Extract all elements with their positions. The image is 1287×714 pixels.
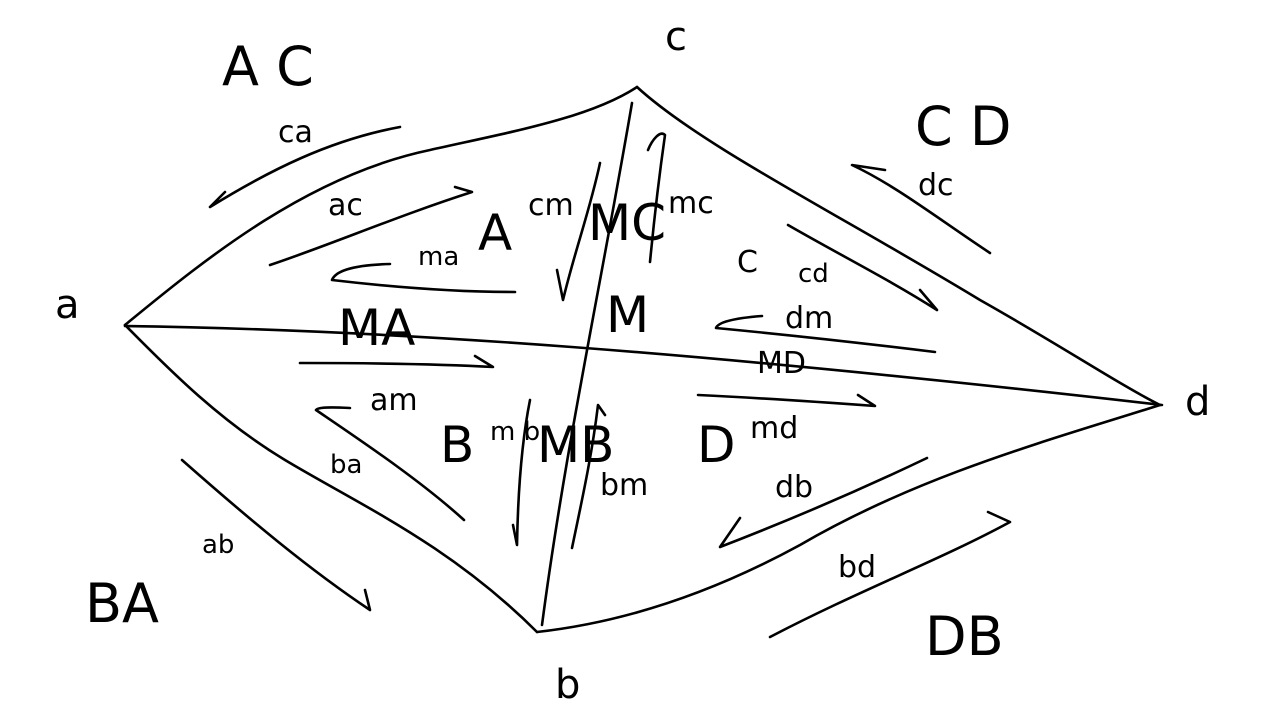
face-label-cd: C D (915, 95, 1011, 158)
midline-label-mc: MC (588, 194, 666, 252)
arrow-mb (570, 403, 607, 550)
edge-label-ma: ma (418, 242, 459, 272)
vertex-label-c: c (665, 14, 687, 60)
midline-label-mb: MB (537, 416, 614, 474)
arrow-ma-lower (298, 354, 495, 369)
arrow-am (314, 406, 466, 522)
arrow-dc (850, 163, 992, 255)
midline-label-ma: MA (338, 299, 415, 357)
vertex-label-d: d (1185, 379, 1210, 425)
arrow-db (718, 456, 929, 549)
edge-d-b (535, 403, 1162, 634)
region-label-b: B (440, 416, 474, 474)
edge-label-mc: mc (668, 186, 714, 221)
region-label-c: C (737, 245, 758, 280)
edge-label-ba: ba (330, 450, 362, 480)
edge-label-db: db (775, 470, 813, 505)
edge-c-d (635, 85, 1162, 407)
edge-label-bm-small: m b (490, 417, 540, 447)
arrow-bd-outer (768, 510, 1012, 639)
arrow-mc (646, 132, 667, 264)
edge-label-ac: ac (328, 188, 363, 223)
edge-label-bm: bm (600, 468, 648, 503)
arrow-ca (208, 125, 402, 209)
edge-label-md: md (750, 411, 798, 446)
region-label-m: M (606, 286, 649, 344)
arrow-cm (555, 161, 602, 302)
edge-label-dc: dc (918, 168, 954, 203)
vertex-label-a: a (55, 282, 80, 328)
arrow-cd (786, 223, 939, 312)
edge-label-cm: cm (528, 188, 574, 223)
edge-label-am: am (370, 383, 418, 418)
arrow-ac (268, 185, 474, 267)
vertex-label-b: b (555, 662, 580, 708)
arrow-dm (714, 314, 937, 354)
edge-label-bd: bd (838, 550, 876, 585)
diagonal-c-b (540, 101, 634, 627)
midline-label-md: MD (757, 346, 806, 381)
edge-label-ab: ab (202, 530, 234, 560)
arrow-md (696, 393, 877, 408)
edge-label-dm: dm (785, 301, 833, 336)
region-label-d: D (697, 416, 736, 474)
region-label-a: A (478, 204, 512, 262)
arrow-ma (330, 262, 517, 294)
arrow-bm (511, 398, 532, 547)
face-label-db: DB (925, 605, 1004, 668)
edge-a-c (123, 85, 639, 327)
arrow-ab-outer (180, 458, 372, 612)
face-label-ac: A C (222, 35, 314, 98)
edge-label-cd: cd (798, 259, 829, 289)
edge-b-a (123, 323, 539, 634)
face-label-ba: BA (85, 572, 159, 635)
diagonal-a-d (123, 324, 1164, 407)
edge-label-ca: ca (278, 115, 313, 150)
